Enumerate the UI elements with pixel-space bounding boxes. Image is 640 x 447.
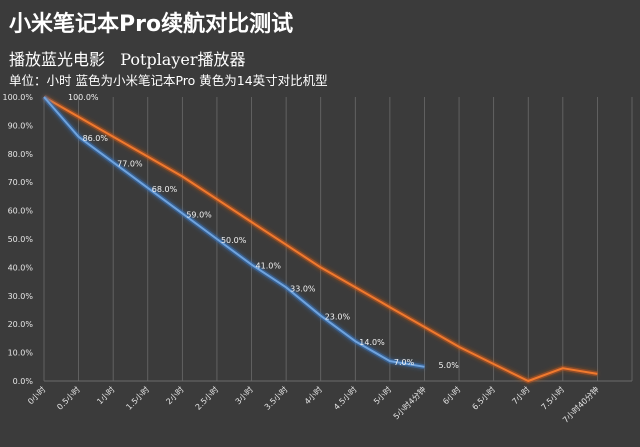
x-tick-label: 3.5小时 <box>262 384 289 411</box>
chart-title: 小米笔记本Pro续航对比测试 <box>9 12 294 37</box>
x-tick-label: 2.5小时 <box>193 384 220 411</box>
x-tick-label: 0小时 <box>25 384 47 406</box>
x-tick-label: 4小时 <box>302 384 324 406</box>
series-line-orange <box>43 96 598 382</box>
x-tick-label: 1.5小时 <box>124 384 151 411</box>
y-tick-label: 0.0% <box>13 377 34 386</box>
data-label: 68.0% <box>152 185 178 194</box>
chart-unit-note: 单位：小时 蓝色为小米笔记本Pro 黄色为14英寸对比机型 <box>9 73 328 88</box>
data-label: 86.0% <box>83 134 109 143</box>
y-tick-label: 100.0% <box>2 93 33 102</box>
grid-lines <box>43 97 633 382</box>
y-tick-label: 40.0% <box>8 263 34 272</box>
data-label: 100.0% <box>68 93 99 102</box>
x-tick-label: 7.5小时 <box>539 384 566 411</box>
data-label: 14.0% <box>359 338 385 347</box>
y-tick-label: 30.0% <box>8 292 34 301</box>
x-tick-label: 6小时 <box>440 384 462 406</box>
y-tick-label: 60.0% <box>8 207 34 216</box>
x-tick-label: 7小时 <box>510 384 532 406</box>
y-tick-label: 80.0% <box>8 150 34 159</box>
y-tick-label: 70.0% <box>8 178 34 187</box>
y-tick-label: 10.0% <box>8 349 34 358</box>
data-label: 77.0% <box>117 159 143 168</box>
x-tick-label: 6.5小时 <box>470 384 497 411</box>
data-label: 23.0% <box>325 313 351 322</box>
series-lines <box>42 94 598 384</box>
x-tick-label: 1小时 <box>95 384 117 406</box>
y-axis-ticks: 0.0% 10.0% 20.0% 30.0% 40.0% 50.0% 60.0% 70.0% 8… <box>2 93 33 386</box>
data-labels: 100.0% 86.0% 77.0% 68.0% 59.0% 50.0% 41.0% 33.0… <box>68 93 459 370</box>
data-label: 5.0% <box>438 361 459 370</box>
x-axis-ticks: 0小时 0.5小时 1小时 1.5小时 2小时 2.5小时 3小时 3.5小时 4小时 4.5小时… <box>25 384 600 425</box>
x-tick-label: 4.5小时 <box>331 384 358 411</box>
chart-subtitle: 播放蓝光电影 Potplayer播放器 <box>9 50 246 69</box>
data-label: 41.0% <box>256 262 282 271</box>
y-tick-label: 50.0% <box>8 235 34 244</box>
data-label: 7.0% <box>394 358 415 367</box>
data-label: 59.0% <box>186 210 212 219</box>
data-label: 33.0% <box>290 284 316 293</box>
x-tick-label: 0.5小时 <box>55 384 82 411</box>
data-label: 50.0% <box>221 236 247 245</box>
y-tick-label: 90.0% <box>8 121 34 130</box>
y-tick-label: 20.0% <box>8 320 34 329</box>
series-line-blue <box>43 96 425 368</box>
x-tick-label: 5小时4分钟 <box>391 384 428 421</box>
x-tick-label: 5小时 <box>371 384 393 406</box>
x-tick-label: 7小时40分钟 <box>560 384 601 425</box>
x-tick-label: 3小时 <box>233 384 255 406</box>
x-tick-label: 2小时 <box>164 384 186 406</box>
